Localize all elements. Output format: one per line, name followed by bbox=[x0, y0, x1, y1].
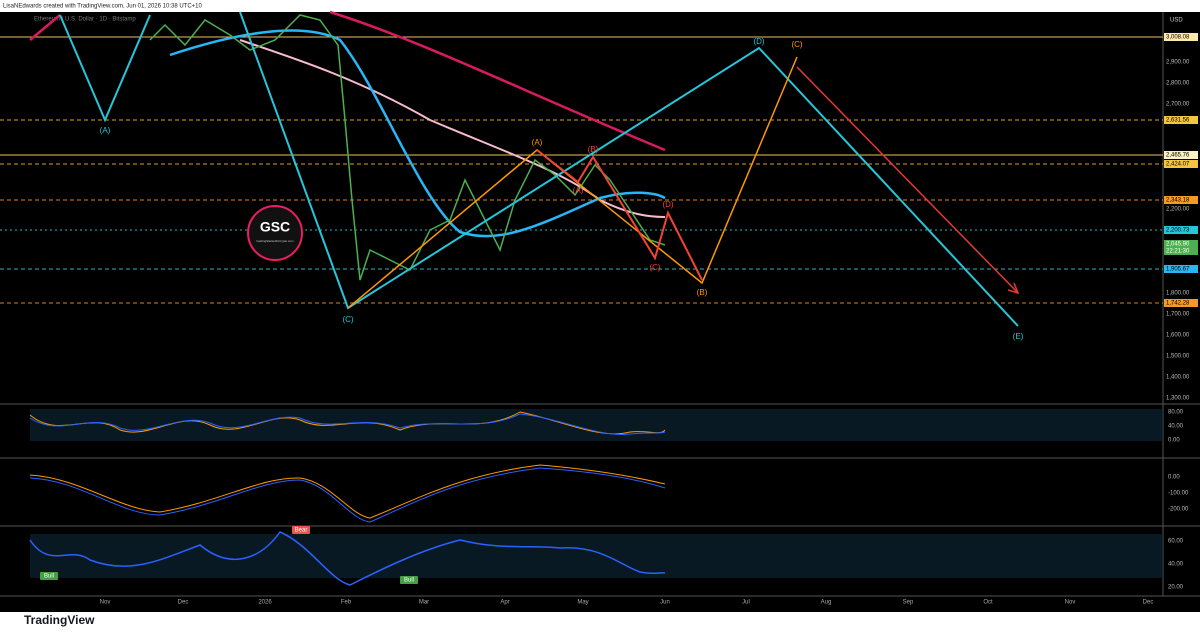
price-badge-label: 1,905.67 bbox=[1166, 267, 1190, 273]
time-label: Mar bbox=[419, 600, 429, 606]
ma-red bbox=[29, 10, 666, 152]
price-badge bbox=[1164, 240, 1198, 248]
price-badge-label: 3,008.08 bbox=[1166, 35, 1190, 41]
wave-label: (A) bbox=[573, 186, 584, 195]
wave-orange bbox=[347, 56, 798, 309]
time-label: Nov bbox=[100, 600, 111, 606]
price-badge bbox=[1164, 247, 1198, 255]
price-badge bbox=[1164, 33, 1198, 41]
price-badge bbox=[1164, 265, 1198, 273]
rsi-band bbox=[30, 534, 1163, 578]
price-badge bbox=[1164, 160, 1198, 168]
price-label: 1,800.00 bbox=[1166, 291, 1190, 297]
levels bbox=[0, 36, 1163, 304]
price-badge bbox=[1164, 299, 1198, 307]
price-badge-label: 2,045.90 bbox=[1166, 242, 1190, 248]
time-label: Sep bbox=[903, 600, 914, 606]
time-label: 2026 bbox=[258, 600, 272, 606]
signal-tag bbox=[292, 526, 310, 534]
wave-label: (A) bbox=[100, 126, 111, 135]
top-bar bbox=[0, 0, 1200, 12]
macd-line bbox=[29, 467, 666, 523]
signal-label: Bull bbox=[404, 578, 414, 584]
ma-pink bbox=[239, 39, 666, 218]
signal-label: Bear bbox=[295, 528, 308, 534]
time-label: Jun bbox=[660, 600, 670, 606]
time-label: Dec bbox=[178, 600, 189, 606]
chart-bg bbox=[0, 0, 1200, 612]
wave-label: (B) bbox=[697, 288, 708, 297]
indicator-label: 40.00 bbox=[1168, 424, 1184, 430]
time-label: May bbox=[577, 600, 588, 606]
author-line: LisaNEdwards created with TradingView.co… bbox=[3, 4, 202, 10]
indicator-label: 60.00 bbox=[1168, 539, 1184, 545]
indicator-label: 0.00 bbox=[1168, 475, 1180, 481]
wave-red bbox=[536, 149, 703, 281]
price-badge bbox=[1164, 151, 1198, 159]
wave-label: (C) bbox=[649, 263, 660, 272]
indicator-label: 40.00 bbox=[1168, 562, 1184, 568]
price-badge-label: 2,343.18 bbox=[1166, 198, 1190, 204]
price-badge-label: 2,631.56 bbox=[1166, 118, 1190, 124]
price-label: 1,300.00 bbox=[1166, 396, 1190, 402]
stoch-k bbox=[29, 413, 666, 436]
macd-signal bbox=[29, 464, 666, 519]
price-label: 2,200.00 bbox=[1166, 207, 1190, 213]
price-label: 1,500.00 bbox=[1166, 354, 1190, 360]
price-badge-label: 22:21:30 bbox=[1166, 249, 1190, 255]
price-label: 1,700.00 bbox=[1166, 312, 1190, 318]
indicator-label: -100.00 bbox=[1168, 491, 1189, 497]
symbol: Ethereum / U.S. Dollar · 1D · Bitstamp bbox=[34, 17, 136, 23]
price-badge bbox=[1164, 226, 1198, 234]
indicator-label: -200.00 bbox=[1168, 507, 1189, 513]
time-label: Aug bbox=[821, 600, 832, 606]
footer: TradingView bbox=[24, 613, 95, 627]
wave-label: (D) bbox=[753, 37, 764, 46]
pane-borders bbox=[0, 12, 1200, 597]
wave-cyan bbox=[59, 11, 1019, 327]
wave-label: (E) bbox=[1013, 332, 1024, 341]
time-label: Apr bbox=[500, 600, 509, 606]
price-label: 2,700.00 bbox=[1166, 102, 1190, 108]
price-badge bbox=[1164, 116, 1198, 124]
rsi-line bbox=[29, 531, 666, 586]
price-label: 2,800.00 bbox=[1166, 81, 1190, 87]
indicator-label: 20.00 bbox=[1168, 585, 1184, 591]
signal-tag bbox=[400, 576, 418, 584]
time-label: Oct bbox=[983, 600, 993, 606]
indicator-label: 0.00 bbox=[1168, 438, 1180, 444]
wave-label: (C) bbox=[342, 315, 353, 324]
time-label: Nov bbox=[1065, 600, 1076, 606]
price-badge-label: 1,742.28 bbox=[1166, 301, 1190, 307]
price-label: 2,900.00 bbox=[1166, 60, 1190, 66]
wave-label: (C) bbox=[791, 40, 802, 49]
arrow bbox=[796, 66, 1020, 295]
logo-text: GSC bbox=[260, 219, 290, 235]
stoch-band bbox=[30, 409, 1163, 441]
price-label: 1,600.00 bbox=[1166, 333, 1190, 339]
wave-label: (A) bbox=[532, 138, 543, 147]
ma-cyan bbox=[169, 29, 666, 238]
price-badge-label: 2,424.07 bbox=[1166, 162, 1190, 168]
time-label: Jul bbox=[742, 600, 750, 606]
signal-tag bbox=[40, 572, 58, 580]
logo bbox=[247, 205, 303, 261]
time-label: Feb bbox=[341, 600, 352, 606]
time-label: Dec bbox=[1143, 600, 1154, 606]
indicator-label: 80.00 bbox=[1168, 410, 1184, 416]
signal-label: Bull bbox=[44, 574, 54, 580]
wave-label: (B) bbox=[588, 145, 599, 154]
price-label: 1,400.00 bbox=[1166, 375, 1190, 381]
price-badge-label: 2,200.73 bbox=[1166, 228, 1190, 234]
logo-sub: GettingStartedInCrypto.com bbox=[256, 239, 294, 243]
price-badge-label: 2,465.76 bbox=[1166, 153, 1190, 159]
currency: USD bbox=[1170, 18, 1183, 24]
wave-label: (D) bbox=[662, 200, 673, 209]
price-badge bbox=[1164, 196, 1198, 204]
stoch-d bbox=[29, 411, 666, 435]
